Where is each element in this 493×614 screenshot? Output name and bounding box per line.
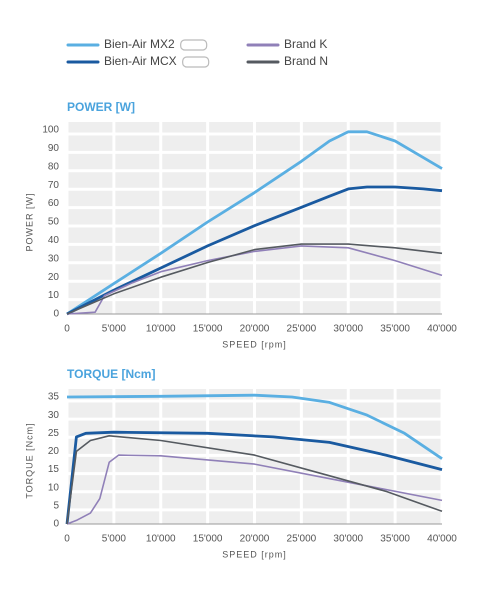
led-badge <box>180 39 208 51</box>
data-line <box>66 130 443 316</box>
data-line <box>66 245 443 315</box>
y-tick-label: 25 <box>48 428 60 439</box>
legend-label: Bien-Air MX2 <box>104 37 175 51</box>
y-tick-label: 20 <box>48 272 60 283</box>
chart-title: TORQUE [Ncm] <box>67 367 155 381</box>
y-tick-label: 60 <box>48 198 60 209</box>
y-tick-label: 20 <box>48 446 60 457</box>
x-tick-label: 35'000 <box>380 324 410 335</box>
x-tick-label: 0 <box>64 324 70 335</box>
legend-label: Brand K <box>284 37 327 51</box>
x-tick-label: 0 <box>64 534 70 545</box>
y-tick-label: 30 <box>48 253 60 264</box>
x-tick-label: 25'000 <box>287 534 317 545</box>
x-tick-label: 30'000 <box>333 324 363 335</box>
chart-title: POWER [W] <box>67 100 135 114</box>
y-axis-label: TORQUE [Ncm] <box>24 422 34 498</box>
x-tick-label: 15'000 <box>193 324 223 335</box>
x-axis-label: SPEED [rpm] <box>222 339 287 349</box>
y-tick-label: 10 <box>48 290 60 301</box>
x-tick-label: 5'000 <box>102 534 127 545</box>
y-tick-label: 80 <box>48 161 60 172</box>
y-tick-label: 40 <box>48 235 60 246</box>
x-tick-label: 20'000 <box>240 534 270 545</box>
y-tick-label: 50 <box>48 217 60 228</box>
x-tick-label: 25'000 <box>287 324 317 335</box>
x-tick-label: 35'000 <box>380 534 410 545</box>
y-tick-label: 30 <box>48 410 60 421</box>
y-tick-label: 5 <box>53 500 59 511</box>
y-tick-label: 0 <box>53 309 59 320</box>
y-tick-label: 70 <box>48 180 60 191</box>
data-line <box>66 185 443 316</box>
y-tick-label: 100 <box>42 125 59 136</box>
y-tick-label: 10 <box>48 482 60 493</box>
data-line <box>66 243 443 315</box>
data-line <box>66 454 443 525</box>
y-tick-label: 35 <box>48 392 60 403</box>
y-tick-label: 15 <box>48 464 60 475</box>
x-tick-label: 40'000 <box>427 324 457 335</box>
legend-label: Bien-Air MCX <box>104 54 177 68</box>
y-tick-label: 0 <box>53 519 59 530</box>
x-tick-label: 10'000 <box>146 534 176 545</box>
x-tick-label: 30'000 <box>333 534 363 545</box>
legend-label: Brand N <box>284 54 328 68</box>
x-tick-label: 10'000 <box>146 324 176 335</box>
data-line <box>65 430 443 525</box>
x-tick-label: 40'000 <box>427 534 457 545</box>
x-axis-label: SPEED [rpm] <box>222 549 287 559</box>
led-badge <box>182 56 210 68</box>
x-tick-label: 5'000 <box>102 324 127 335</box>
data-line <box>66 435 443 525</box>
x-tick-label: 15'000 <box>193 534 223 545</box>
x-tick-label: 20'000 <box>240 324 270 335</box>
y-tick-label: 90 <box>48 143 60 154</box>
y-axis-label: POWER [W] <box>24 193 34 252</box>
data-line <box>66 393 443 460</box>
